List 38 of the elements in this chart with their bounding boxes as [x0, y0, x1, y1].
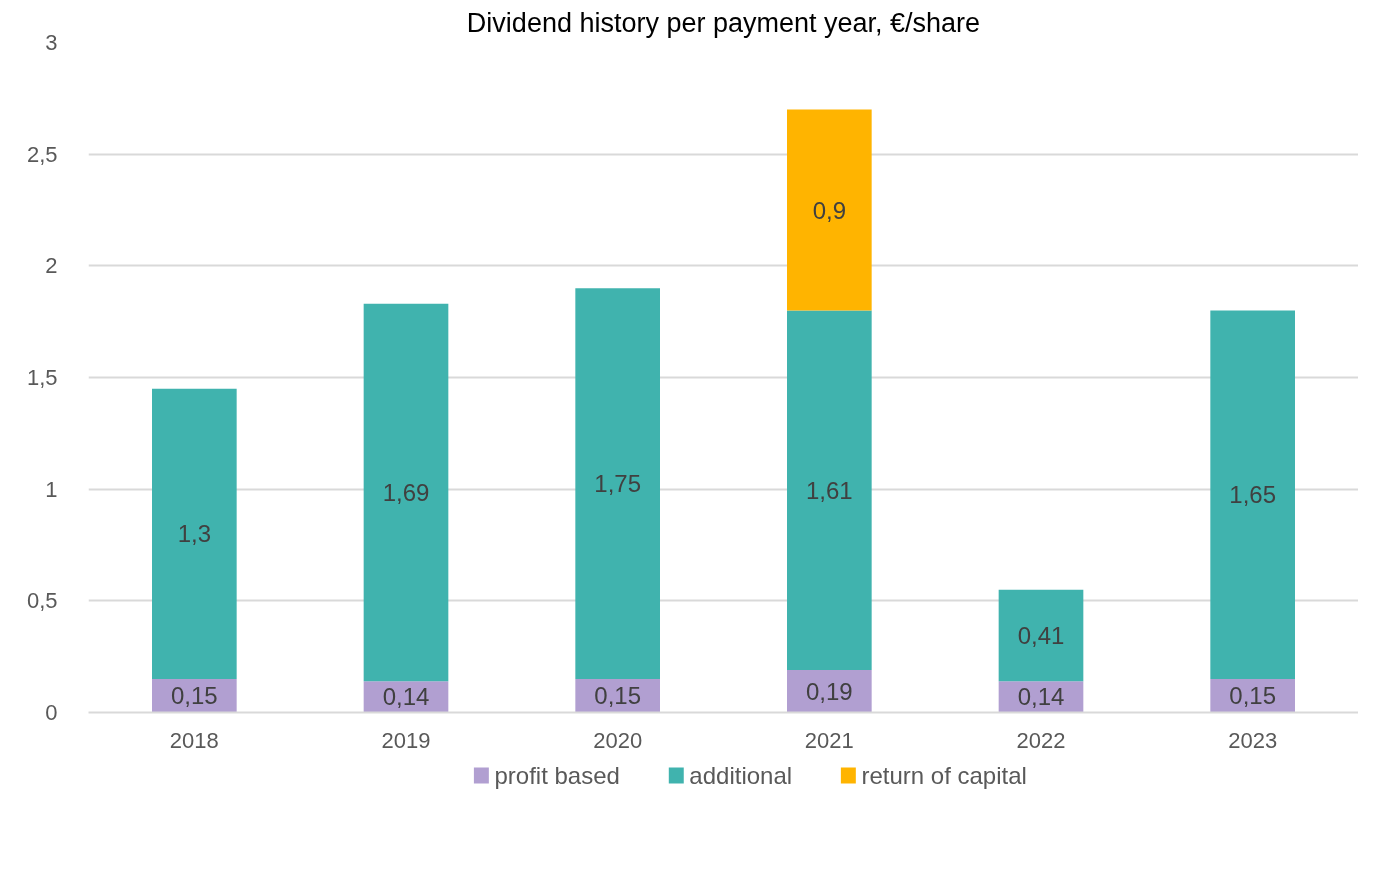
x-tick-label: 2023: [1228, 727, 1278, 753]
legend-label: additional: [689, 762, 793, 789]
bar: [787, 310, 872, 671]
data-label: 0,41: [1017, 621, 1065, 649]
bar: [152, 388, 237, 679]
data-label: 0,14: [382, 683, 430, 711]
legend-label: return of capital: [861, 762, 1027, 789]
bar: [575, 288, 660, 679]
bar: [1210, 310, 1295, 679]
y-tick-label: 3: [45, 30, 58, 55]
data-label: 1,61: [805, 476, 853, 504]
data-label: 0,15: [1229, 682, 1277, 710]
data-label: 0,14: [1017, 683, 1065, 711]
y-tick-label: 2,5: [26, 141, 58, 167]
y-tick-label: 2: [45, 253, 58, 279]
data-label: 0,15: [170, 682, 218, 710]
data-label: 0,15: [594, 682, 642, 710]
data-label: 1,3: [177, 520, 212, 548]
legend-label: profit based: [494, 762, 620, 789]
data-label: 1,65: [1229, 481, 1277, 509]
x-tick-label: 2020: [593, 727, 643, 753]
bar: [363, 303, 449, 682]
data-label: 1,69: [382, 479, 430, 507]
y-tick-label: 1,5: [26, 365, 58, 390]
x-tick-label: 2019: [381, 727, 431, 753]
x-tick-label: 2022: [1016, 727, 1066, 753]
data-label: 0,19: [805, 677, 853, 705]
y-tick-label: 0,5: [26, 588, 58, 614]
x-tick-label: 2021: [804, 727, 854, 753]
bar: [787, 670, 872, 713]
data-label: 1,75: [594, 470, 642, 498]
chart-title: Dividend history per payment year, €/share: [466, 7, 981, 38]
data-label: 0,9: [812, 196, 847, 224]
bar: [998, 589, 1084, 682]
y-tick-label: 1: [45, 476, 58, 502]
bar: [787, 109, 872, 311]
y-tick-label: 0: [45, 700, 58, 725]
x-tick-label: 2018: [169, 727, 219, 753]
